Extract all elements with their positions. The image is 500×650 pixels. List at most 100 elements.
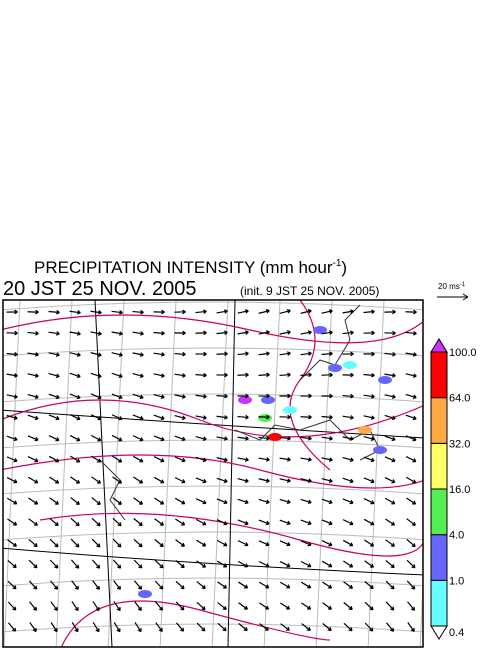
colorbar-box [430, 351, 448, 399]
wind-arrow [27, 330, 39, 336]
wind-arrow [111, 372, 123, 379]
wind-arrow [175, 622, 185, 632]
wind-arrow [195, 394, 207, 399]
wind-arrow [237, 478, 249, 483]
wind-arrow [153, 456, 165, 463]
contour [3, 399, 423, 438]
wind-arrow [132, 393, 144, 400]
contour [3, 454, 423, 489]
wind-arrow [384, 351, 396, 357]
wind-arrow [111, 310, 123, 315]
wind-arrow [195, 351, 207, 357]
boundary [227, 300, 236, 647]
colorbar-over [430, 338, 448, 353]
wind-arrow [406, 538, 416, 548]
wind-arrow [48, 455, 60, 463]
wind-arrow [153, 373, 165, 378]
meridian [315, 300, 333, 647]
wind-arrow [69, 455, 81, 463]
wind-arrow [216, 436, 228, 441]
wind-arrow [406, 559, 416, 569]
parallel [3, 393, 423, 403]
wind-arrow [258, 540, 270, 547]
wind-arrow [321, 498, 333, 505]
wind-arrow [6, 497, 18, 505]
wind-arrow [175, 601, 185, 611]
wind-arrow [300, 540, 312, 547]
meridian [263, 300, 281, 647]
wind-arrow [279, 540, 291, 547]
wind-arrow [217, 581, 228, 589]
wind-arrow [133, 497, 144, 505]
wind-arrow [258, 435, 270, 441]
wind-arrow [69, 372, 81, 379]
wind-arrow [132, 331, 144, 336]
wind-arrow [195, 372, 207, 378]
wind-arrow [91, 538, 101, 548]
wind-arrow [90, 393, 102, 400]
parallel [3, 347, 423, 357]
wind-arrow [300, 414, 312, 420]
wind-arrow [279, 330, 291, 335]
meridian [419, 571, 423, 647]
wind-arrow [133, 559, 143, 569]
wind-arrow [405, 414, 417, 421]
wind-arrow [405, 309, 417, 315]
wind-arrow [405, 393, 417, 400]
wind-arrow [363, 330, 375, 336]
wind-arrow [70, 538, 80, 548]
wind-arrow [342, 309, 354, 314]
wind-arrow [90, 434, 102, 442]
wind-arrow [195, 518, 207, 526]
wind-arrow [237, 540, 249, 547]
wind-arrow [342, 351, 354, 357]
wind-arrow [406, 580, 416, 590]
wind-arrow [91, 559, 101, 569]
precip-patch [373, 446, 387, 454]
meridian [55, 300, 73, 647]
precip-patch [138, 590, 152, 598]
coastline [99, 304, 381, 521]
wind-arrow [279, 457, 291, 462]
wind-arrow [300, 457, 312, 462]
wind-arrow [321, 540, 333, 547]
vector-scale-head [462, 293, 469, 301]
wind-arrow [300, 393, 312, 399]
wind-arrow [175, 539, 186, 547]
wind-arrow [405, 330, 417, 336]
wind-arrow [342, 330, 354, 336]
colorbar-label: 16.0 [449, 484, 470, 496]
wind-arrow [6, 456, 18, 463]
wind-arrow [27, 393, 39, 400]
wind-arrow [237, 519, 249, 526]
colorbar-label: 0.4 [449, 627, 464, 639]
wind-arrow [363, 351, 375, 357]
colorbar-box [430, 534, 448, 581]
wind-arrow [113, 601, 121, 612]
wind-arrow [174, 394, 186, 399]
wind-arrow [363, 435, 375, 441]
wind-arrow [48, 393, 60, 400]
wind-arrow [384, 435, 396, 442]
wind-arrow [322, 581, 333, 589]
wind-arrow [8, 622, 17, 632]
wind-arrow [7, 559, 17, 569]
wind-arrow [69, 393, 81, 400]
wind-arrow [69, 310, 81, 315]
parallel [3, 439, 423, 449]
precip-patch [268, 433, 282, 441]
wind-arrow [132, 352, 144, 357]
wind-arrow [133, 580, 143, 590]
wind-arrow [237, 436, 249, 441]
contour [39, 512, 423, 557]
wind-arrow [342, 539, 354, 547]
wind-arrow [195, 330, 207, 336]
boundary [94, 300, 113, 647]
wind-arrow [49, 476, 60, 484]
wind-arrow [174, 351, 186, 357]
wind-arrow [49, 497, 59, 505]
wind-arrow [27, 435, 39, 442]
wind-arrow [196, 560, 207, 568]
wind-arrow [216, 309, 228, 314]
wind-arrow [300, 351, 312, 356]
